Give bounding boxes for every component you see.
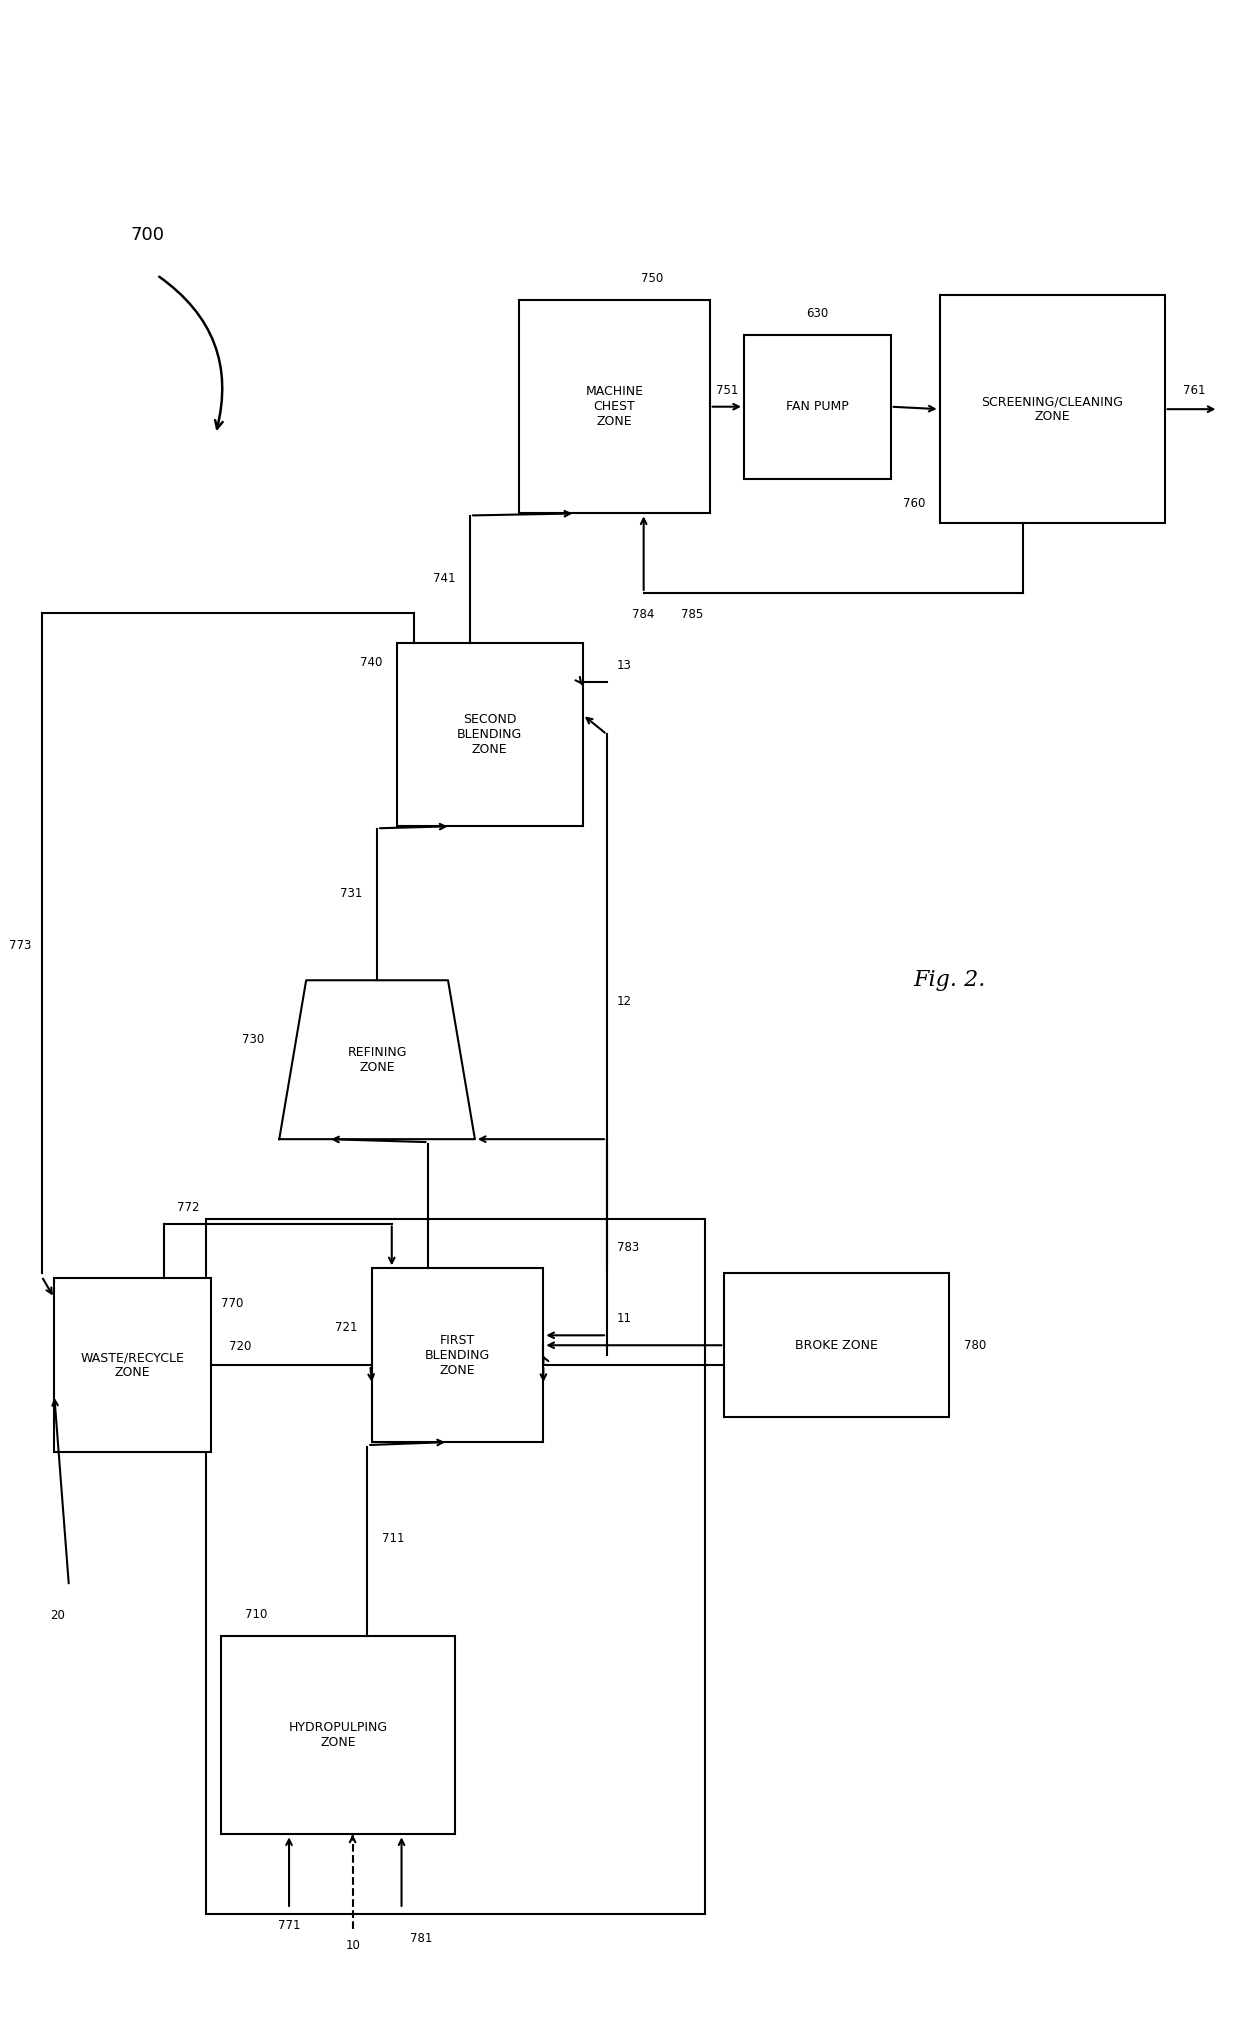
Text: SECOND
BLENDING
ZONE: SECOND BLENDING ZONE [458, 713, 522, 755]
Bar [940, 295, 1164, 523]
Text: 785: 785 [682, 609, 703, 621]
Text: 783: 783 [616, 1240, 639, 1254]
Text: Fig. 2.: Fig. 2. [913, 969, 986, 992]
Text: 761: 761 [1183, 385, 1205, 397]
Text: HYDROPULPING
ZONE: HYDROPULPING ZONE [289, 1720, 388, 1749]
Text: 781: 781 [410, 1932, 433, 1944]
Text: 12: 12 [616, 996, 631, 1008]
Text: SCREENING/CLEANING
ZONE: SCREENING/CLEANING ZONE [981, 395, 1123, 423]
Text: 711: 711 [382, 1533, 404, 1545]
Bar [221, 1635, 455, 1834]
Text: 741: 741 [433, 572, 455, 584]
Text: 700: 700 [130, 226, 164, 244]
Text: 710: 710 [246, 1608, 268, 1621]
Text: WASTE/RECYCLE
ZONE: WASTE/RECYCLE ZONE [81, 1352, 185, 1378]
Text: 630: 630 [806, 307, 828, 320]
Text: 721: 721 [335, 1321, 357, 1334]
Text: 13: 13 [616, 660, 631, 672]
Bar [744, 334, 890, 478]
Bar [372, 1268, 543, 1441]
Text: 784: 784 [632, 609, 655, 621]
Text: 751: 751 [715, 383, 738, 397]
Text: 20: 20 [50, 1608, 64, 1623]
Text: 773: 773 [10, 939, 32, 953]
Bar [55, 1279, 211, 1452]
Text: 771: 771 [278, 1918, 300, 1932]
Text: 750: 750 [641, 273, 663, 285]
Text: 720: 720 [229, 1340, 252, 1354]
Text: REFINING
ZONE: REFINING ZONE [347, 1047, 407, 1073]
Text: 731: 731 [340, 888, 362, 900]
Text: 740: 740 [360, 656, 382, 670]
Text: MACHINE
CHEST
ZONE: MACHINE CHEST ZONE [585, 385, 644, 428]
Text: 760: 760 [903, 497, 925, 511]
Text: 772: 772 [177, 1201, 200, 1213]
Bar [724, 1272, 950, 1417]
Bar [206, 1220, 704, 1914]
Text: BROKE ZONE: BROKE ZONE [795, 1340, 878, 1352]
Text: 11: 11 [616, 1313, 631, 1325]
Polygon shape [279, 979, 475, 1140]
Bar [518, 299, 709, 513]
Text: FAN PUMP: FAN PUMP [786, 401, 848, 413]
Text: 10: 10 [345, 1938, 360, 1953]
Text: 780: 780 [963, 1340, 986, 1352]
Text: 730: 730 [242, 1034, 264, 1047]
Text: 770: 770 [221, 1297, 243, 1309]
Text: FIRST
BLENDING
ZONE: FIRST BLENDING ZONE [425, 1334, 490, 1376]
Bar [397, 643, 583, 827]
